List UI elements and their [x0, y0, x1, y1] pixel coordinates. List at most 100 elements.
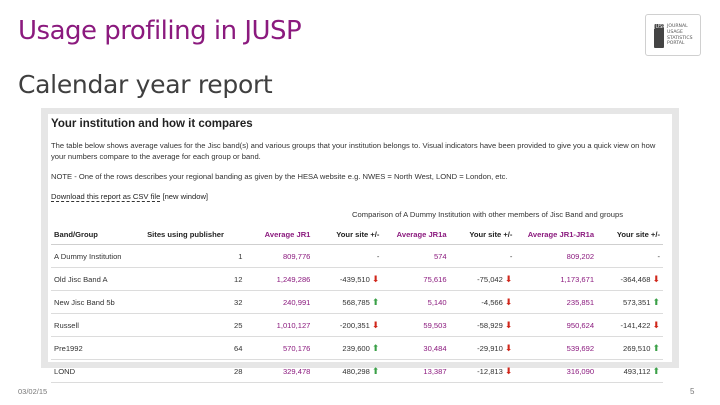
cell-sites-value: 32	[234, 297, 243, 307]
cell-diff-jr1a-value: -	[509, 251, 513, 261]
cell-average-jr1-value: 240,991	[282, 297, 311, 307]
cell-average-jr1a-value: 30,484	[423, 343, 447, 353]
cell-diff-net-value: 269,510	[623, 343, 651, 353]
cell-diff-jr1: 480,298 ⬆	[313, 359, 383, 383]
cell-diff-jr1a-value: -4,566	[481, 297, 503, 307]
cell-diff-jr1a: -58,929 ⬇	[449, 313, 516, 337]
table-row: A Dummy Institution 1 809,776 - 574 - 809,202 -	[51, 244, 663, 268]
cell-diff-jr1-value: 568,785	[342, 297, 370, 307]
cell-sites-value: 64	[234, 343, 243, 353]
arrow-up-icon: ⬆	[371, 342, 380, 353]
cell-band-group-value: New Jisc Band 5b	[54, 297, 115, 307]
cell-band-group: LOND	[51, 359, 145, 383]
cell-average-jr1a-value: 5,140	[427, 297, 447, 307]
header-average-jr1: Average JR1	[245, 224, 314, 245]
cell-sites: 64	[144, 336, 246, 360]
cell-average-net-value: 235,851	[566, 297, 595, 307]
cell-diff-jr1-value: 480,298	[342, 366, 370, 376]
cell-sites: 32	[144, 290, 246, 314]
cell-diff-net: -364,468 ⬇	[597, 267, 663, 291]
panel-description: The table below shows average values for…	[51, 141, 656, 161]
arrow-down-icon: ⬇	[504, 296, 513, 307]
cell-sites-value: 12	[234, 274, 243, 284]
cell-band-group: Pre1992	[51, 336, 145, 360]
cell-band-group: A Dummy Institution	[51, 244, 145, 268]
cell-band-group: Russell	[51, 313, 145, 337]
cell-average-jr1-value: 329,478	[282, 366, 311, 376]
cell-diff-jr1: -	[313, 244, 383, 268]
table-caption: Comparison of A Dummy Institution with o…	[352, 210, 623, 219]
arrow-down-icon: ⬇	[371, 273, 380, 284]
table-row: Russell 25 1,010,127 -200,351 ⬇ 59,503 -58,929…	[51, 313, 663, 337]
cell-average-jr1a: 59,503	[382, 313, 450, 337]
cell-average-net: 950,624	[515, 313, 598, 337]
table-row: LOND 28 329,478 480,298 ⬆ 13,387 -12,813 ⬇ 316,0…	[51, 359, 663, 383]
logo-line: Portal	[667, 41, 685, 47]
arrow-down-icon: ⬇	[504, 365, 513, 376]
cell-sites: 1	[144, 244, 246, 268]
cell-average-jr1a: 30,484	[382, 336, 450, 360]
cell-diff-net-value: -141,422	[620, 320, 651, 330]
slide-title: Usage profiling in JUSP	[18, 16, 302, 46]
cell-average-jr1a: 5,140	[382, 290, 450, 314]
logo-line: Usage	[667, 29, 683, 35]
cell-band-group: New Jisc Band 5b	[51, 290, 145, 314]
table-row: New Jisc Band 5b 32 240,991 568,785 ⬆ 5,140 -4…	[51, 290, 663, 314]
cell-average-jr1: 1,249,286	[245, 267, 314, 291]
cell-diff-jr1-value: -200,351	[339, 320, 370, 330]
cell-band-group-value: Russell	[54, 320, 79, 330]
cell-sites: 12	[144, 267, 246, 291]
cell-average-jr1-value: 570,176	[282, 343, 311, 353]
download-csv-link[interactable]: Download this report as CSV file	[51, 192, 161, 202]
arrow-up-icon: ⬆	[652, 342, 660, 353]
header-your-site-jr1a: Your site +/-	[449, 224, 516, 245]
slide-subtitle: Calendar year report	[18, 70, 273, 99]
cell-average-jr1: 809,776	[245, 244, 314, 268]
cell-sites-value: 25	[234, 320, 243, 330]
cell-average-jr1: 1,010,127	[245, 313, 314, 337]
cell-diff-jr1a: -29,910 ⬇	[449, 336, 516, 360]
cell-average-net-value: 316,090	[566, 366, 595, 376]
arrow-up-icon: ⬆	[652, 365, 660, 376]
cell-diff-net-value: 493,112	[623, 366, 651, 376]
cell-diff-net-value: -	[657, 251, 660, 261]
cell-band-group: Old Jisc Band A	[51, 267, 145, 291]
logo-mark-text: JUSP	[654, 24, 666, 30]
cell-diff-jr1: -200,351 ⬇	[313, 313, 383, 337]
cell-diff-jr1a-value: -29,910	[477, 343, 503, 353]
arrow-up-icon: ⬆	[652, 296, 660, 307]
cell-diff-jr1: -439,510 ⬇	[313, 267, 383, 291]
cell-average-net: 809,202	[515, 244, 598, 268]
cell-average-jr1-value: 809,776	[282, 251, 311, 261]
panel-title: Your institution and how it compares	[51, 118, 253, 130]
report-content: Your institution and how it compares The…	[48, 114, 672, 383]
table-row: Old Jisc Band A 12 1,249,286 -439,510 ⬇ 75,61…	[51, 267, 663, 291]
cell-average-jr1a-value: 59,503	[423, 320, 447, 330]
cell-average-net: 316,090	[515, 359, 598, 383]
cell-diff-jr1-value: -	[376, 251, 380, 261]
slide-page-number: 5	[690, 387, 695, 396]
panel-note: NOTE - One of the rows describes your re…	[51, 172, 508, 181]
cell-average-jr1a-value: 75,616	[423, 274, 447, 284]
arrow-down-icon: ⬇	[371, 319, 380, 330]
cell-diff-jr1a-value: -75,042	[477, 274, 503, 284]
arrow-down-icon: ⬇	[504, 342, 513, 353]
cell-diff-net: -	[597, 244, 663, 268]
header-average-jr1a: Average JR1a	[382, 224, 450, 245]
logo-words: Journal Usage Statistics Portal	[667, 24, 693, 47]
cell-band-group-value: Pre1992	[54, 343, 83, 353]
download-row: Download this report as CSV file [new wi…	[51, 192, 209, 202]
cell-average-net: 539,692	[515, 336, 598, 360]
new-window-link[interactable]: [new window]	[162, 192, 209, 201]
arrow-up-icon: ⬆	[371, 365, 380, 376]
cell-average-jr1a-value: 13,387	[423, 366, 447, 376]
jusp-logo: JUSP Journal Usage Statistics Portal	[645, 14, 701, 56]
cell-band-group-value: Old Jisc Band A	[54, 274, 108, 284]
cell-diff-jr1a: -	[449, 244, 516, 268]
cell-average-jr1a-value: 574	[433, 251, 447, 261]
cell-average-jr1a: 75,616	[382, 267, 450, 291]
arrow-down-icon: ⬇	[504, 319, 513, 330]
cell-diff-net: 493,112 ⬆	[597, 359, 663, 383]
cell-sites-value: 1	[238, 251, 243, 261]
cell-average-net: 235,851	[515, 290, 598, 314]
